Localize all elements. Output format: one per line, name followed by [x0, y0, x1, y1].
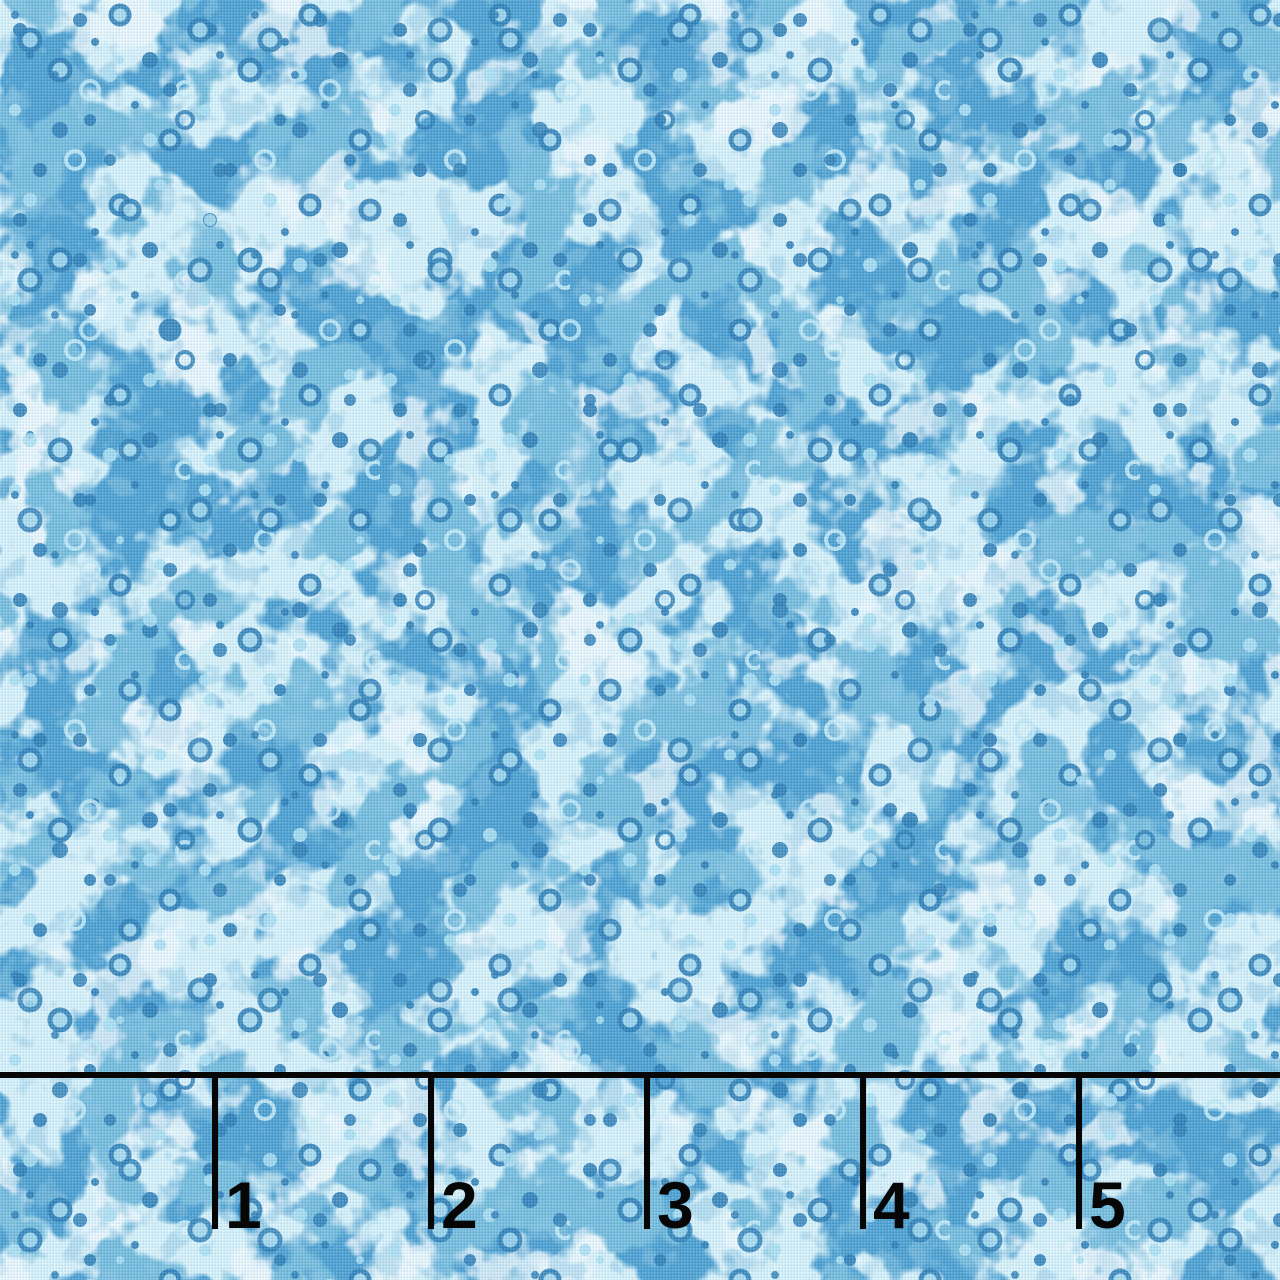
fabric-swatch-photo: 1 2 3 4 5	[0, 0, 1280, 1280]
fabric-texture	[0, 0, 1280, 1280]
